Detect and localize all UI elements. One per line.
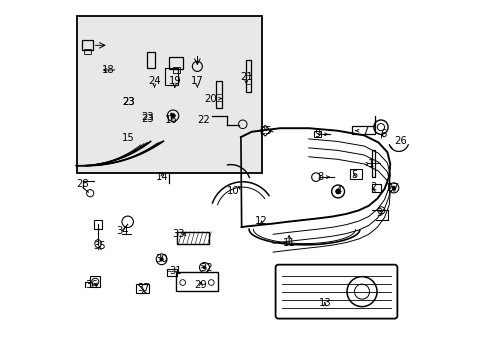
Text: 3: 3 bbox=[376, 208, 382, 218]
Text: 29: 29 bbox=[194, 280, 207, 291]
Text: 27: 27 bbox=[386, 183, 398, 193]
Text: 36: 36 bbox=[85, 280, 98, 291]
Circle shape bbox=[335, 189, 340, 194]
Text: 13: 13 bbox=[318, 298, 330, 308]
Text: 34: 34 bbox=[116, 226, 128, 236]
Bar bbox=[371, 184, 380, 192]
Text: 10: 10 bbox=[226, 186, 239, 197]
Text: 2: 2 bbox=[370, 182, 376, 192]
Bar bbox=[147, 52, 155, 68]
Bar bbox=[136, 284, 148, 293]
Text: 35: 35 bbox=[93, 241, 106, 251]
Text: 22: 22 bbox=[197, 115, 209, 125]
Text: 33: 33 bbox=[172, 229, 184, 239]
Bar bbox=[77, 16, 262, 173]
Bar bbox=[372, 150, 374, 177]
Bar bbox=[82, 40, 93, 50]
Text: 23: 23 bbox=[122, 97, 134, 107]
Text: 16: 16 bbox=[164, 115, 177, 125]
Circle shape bbox=[159, 257, 163, 261]
Text: 32: 32 bbox=[200, 262, 213, 273]
Text: 31: 31 bbox=[169, 266, 182, 276]
Text: 28: 28 bbox=[77, 179, 89, 189]
Bar bbox=[176, 232, 209, 244]
Bar bbox=[94, 220, 102, 229]
Text: 15: 15 bbox=[122, 133, 135, 143]
Text: 5: 5 bbox=[350, 170, 357, 180]
Text: 7: 7 bbox=[361, 126, 367, 136]
Text: 18: 18 bbox=[102, 65, 114, 75]
Text: 6: 6 bbox=[379, 129, 386, 139]
Text: 26: 26 bbox=[394, 136, 407, 147]
Text: 9: 9 bbox=[314, 129, 320, 139]
Text: 8: 8 bbox=[316, 172, 323, 182]
Bar bbox=[164, 68, 178, 85]
Text: 30: 30 bbox=[155, 254, 167, 264]
Text: 12: 12 bbox=[255, 216, 267, 226]
Text: 23: 23 bbox=[141, 113, 153, 123]
Bar bbox=[216, 81, 221, 108]
Text: 23: 23 bbox=[122, 97, 134, 107]
Bar bbox=[167, 269, 177, 276]
Bar bbox=[313, 131, 321, 138]
Text: 37: 37 bbox=[137, 283, 150, 293]
Text: 19: 19 bbox=[168, 76, 181, 86]
Text: 1: 1 bbox=[367, 159, 374, 169]
Text: 11: 11 bbox=[282, 238, 295, 248]
Circle shape bbox=[171, 113, 175, 118]
Circle shape bbox=[203, 266, 206, 269]
Bar bbox=[90, 276, 100, 287]
Bar bbox=[84, 49, 91, 54]
Bar bbox=[169, 57, 183, 69]
Bar bbox=[173, 67, 180, 73]
Bar bbox=[351, 126, 374, 134]
Circle shape bbox=[391, 186, 395, 190]
Text: 20: 20 bbox=[204, 94, 217, 104]
Text: 4: 4 bbox=[335, 186, 341, 197]
Text: 25: 25 bbox=[258, 126, 271, 136]
Bar bbox=[175, 272, 217, 291]
Text: 14: 14 bbox=[156, 172, 168, 182]
Text: 17: 17 bbox=[191, 76, 203, 86]
Text: 24: 24 bbox=[148, 76, 161, 86]
Bar bbox=[349, 169, 362, 179]
Text: 21: 21 bbox=[240, 72, 252, 82]
Bar bbox=[245, 60, 250, 93]
Text: 23: 23 bbox=[141, 112, 153, 122]
